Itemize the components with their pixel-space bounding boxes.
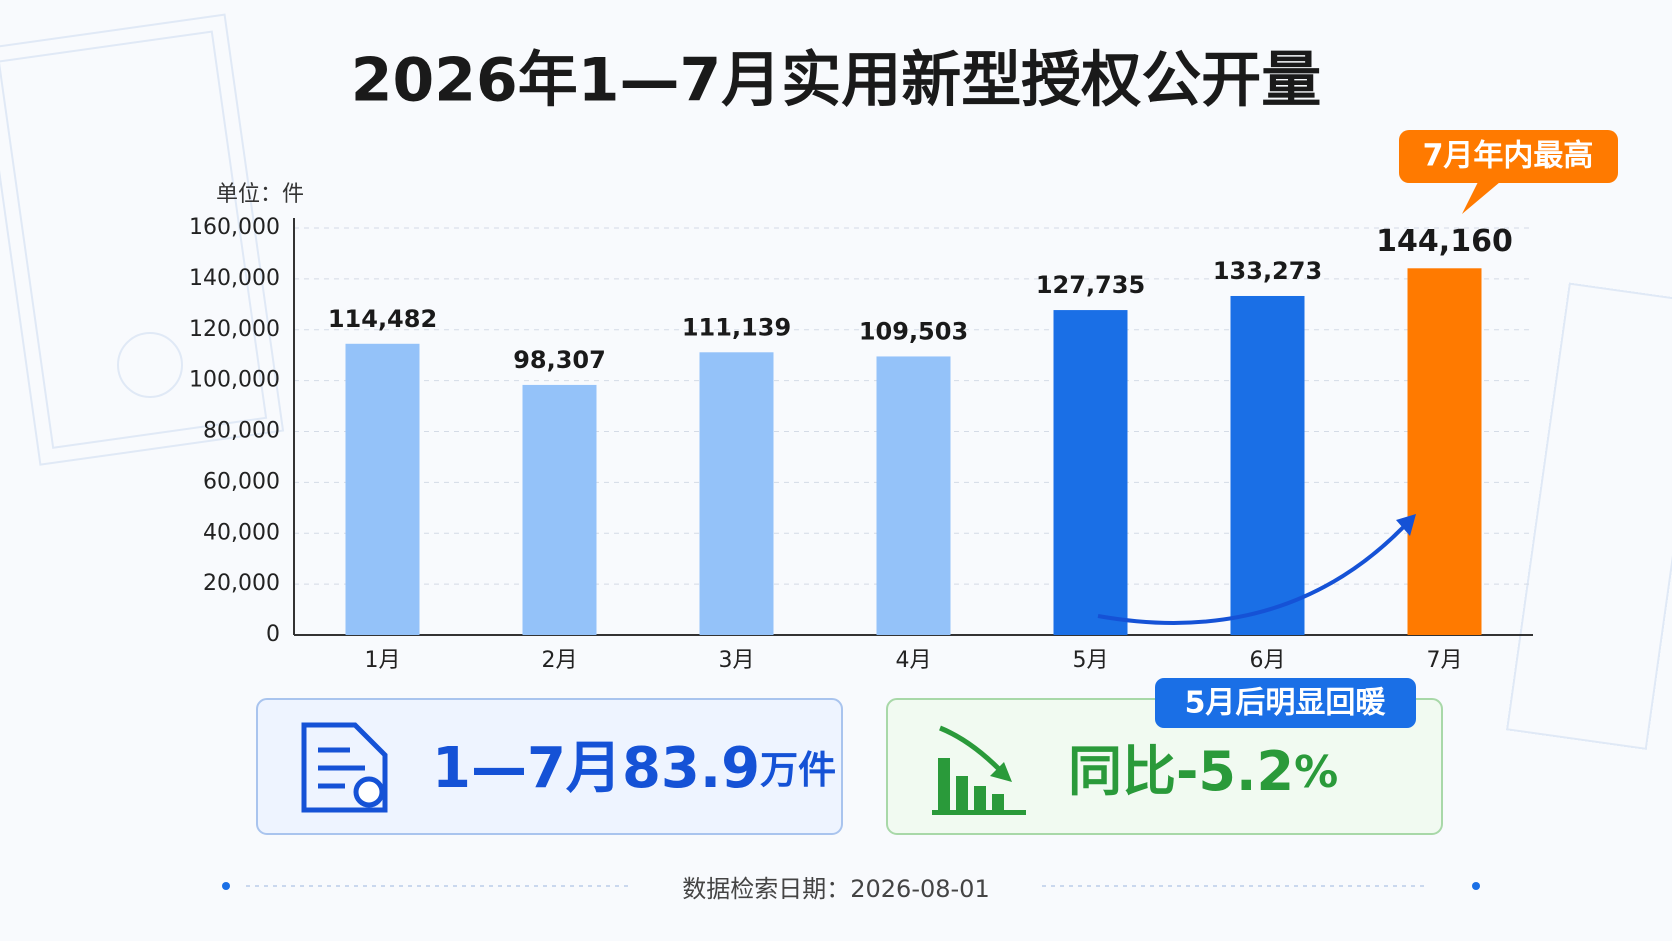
yoy-prefix: 同比 xyxy=(1068,740,1176,803)
trend-badge-text: 5月后明显回暖 xyxy=(1185,686,1387,721)
value-label: 114,482 xyxy=(328,305,437,333)
page: {"chart_data": {"type": "bar", "title": … xyxy=(0,0,1672,941)
bar xyxy=(346,344,420,635)
value-label: 127,735 xyxy=(1036,271,1145,299)
y-tick-label: 80,000 xyxy=(203,419,280,444)
bar xyxy=(523,385,597,635)
chart: 2026年1—7月实用新型授权公开量 单位：件 0 20,000 40,000 60,… xyxy=(0,0,1672,941)
footer-text: 数据检索日期：2026-08-01 xyxy=(682,875,989,903)
value-label: 111,139 xyxy=(682,313,791,341)
x-tick-label: 7月 xyxy=(1427,648,1463,673)
yoy-number: -5.2 xyxy=(1176,740,1294,803)
bar xyxy=(700,352,774,635)
value-label: 144,160 xyxy=(1376,224,1513,259)
x-tick-label: 6月 xyxy=(1250,648,1286,673)
y-tick-label: 100,000 xyxy=(189,368,280,393)
y-tick-label: 60,000 xyxy=(203,469,280,494)
value-label: 98,307 xyxy=(513,346,606,374)
y-tick-label: 140,000 xyxy=(189,266,280,291)
x-tick-label: 1月 xyxy=(365,648,401,673)
chart-title: 2026年1—7月实用新型授权公开量 xyxy=(351,46,1322,116)
total-unit: 万件 xyxy=(760,748,836,792)
value-label: 109,503 xyxy=(859,317,968,345)
value-label: 133,273 xyxy=(1213,257,1322,285)
yoy-unit: % xyxy=(1294,747,1338,798)
bar xyxy=(1054,310,1128,635)
plot-area: 0 20,000 40,000 60,000 80,000 100,000 120,000 1… xyxy=(189,215,1533,673)
total-number: 83.9 xyxy=(622,736,760,801)
callout-text: 7月年内最高 xyxy=(1423,139,1594,174)
footer-dot xyxy=(222,882,230,890)
x-tick-label: 2月 xyxy=(542,648,578,673)
callout-pointer xyxy=(1462,182,1500,214)
total-prefix: 1—7月 xyxy=(432,736,622,801)
y-tick-label: 20,000 xyxy=(203,571,280,596)
y-tick-label: 160,000 xyxy=(189,215,280,240)
y-tick-label: 120,000 xyxy=(189,317,280,342)
yoy-text: 同比-5.2% xyxy=(1068,740,1338,803)
bar xyxy=(1408,268,1482,635)
x-tick-label: 4月 xyxy=(896,648,932,673)
bar xyxy=(1231,296,1305,635)
bar xyxy=(877,356,951,635)
y-tick-label: 40,000 xyxy=(203,520,280,545)
footer-dot xyxy=(1472,882,1480,890)
x-tick-label: 5月 xyxy=(1073,648,1109,673)
unit-label: 单位：件 xyxy=(216,182,304,207)
y-tick-label: 0 xyxy=(266,622,280,647)
x-tick-label: 3月 xyxy=(719,648,755,673)
